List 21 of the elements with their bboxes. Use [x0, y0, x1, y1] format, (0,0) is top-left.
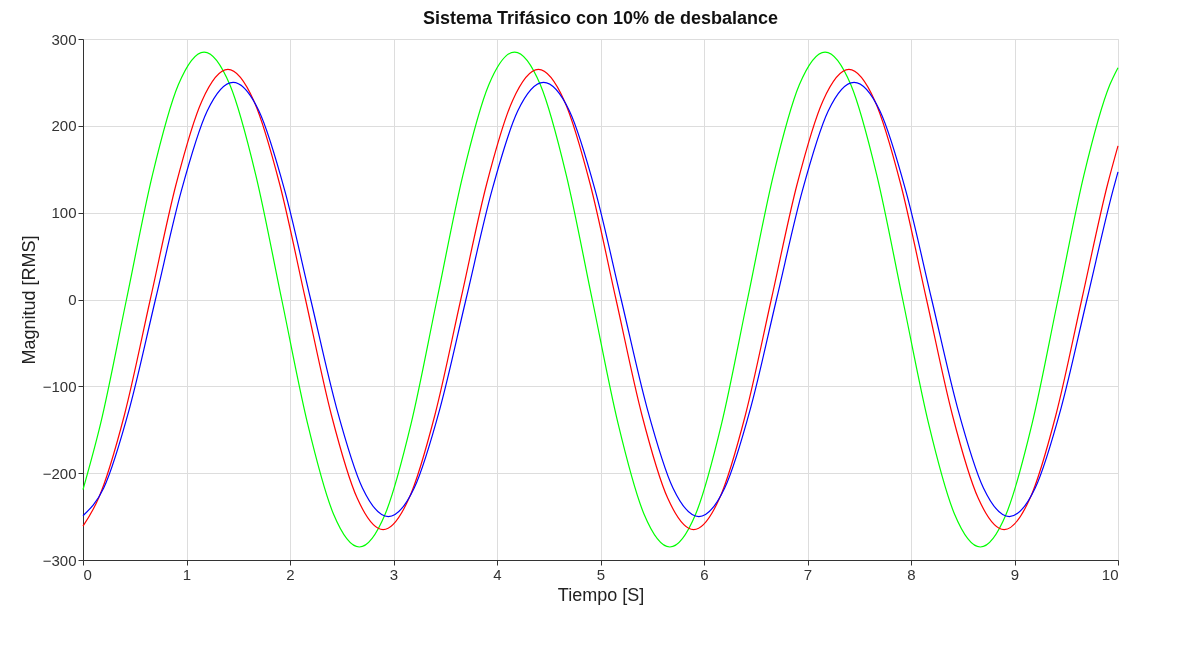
x-tick-label: 7 [803, 565, 813, 583]
x-axis-title: Tiempo [S] [557, 584, 645, 605]
y-tick-label: −300 [42, 551, 77, 569]
x-tick-label: 8 [907, 565, 916, 583]
x-tick-label: 9 [1010, 565, 1020, 583]
y-tick-label: 0 [68, 291, 77, 308]
y-tick-label: −100 [42, 377, 77, 395]
x-tick-label: 5 [596, 565, 606, 583]
x-tick-label: 1 [182, 565, 192, 583]
y-tick-label: 100 [51, 204, 77, 222]
y-axis-title: Magnitud [RMS] [18, 235, 39, 365]
x-tick-label: 0 [83, 565, 92, 583]
chart-title: Sistema Trifásico con 10% de desbalance [422, 8, 779, 28]
y-tick-label: 200 [51, 117, 77, 135]
x-tick-label: 2 [286, 565, 295, 583]
x-tick-label: 6 [700, 565, 709, 583]
y-tick-label: 300 [51, 30, 77, 48]
x-tick-label: 4 [493, 565, 502, 583]
x-tick-label: 10 [1101, 565, 1119, 583]
x-tick-label: 3 [389, 565, 399, 583]
y-tick-label: −200 [42, 464, 77, 482]
